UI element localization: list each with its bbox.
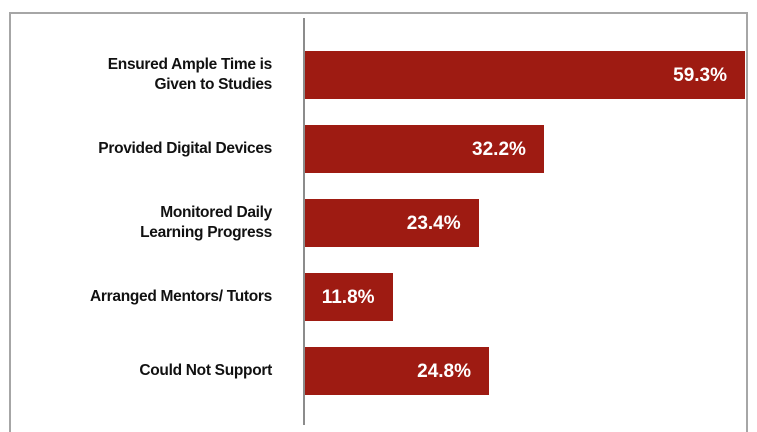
bar <box>305 51 745 99</box>
value-label: 23.4% <box>406 213 461 234</box>
category-label: Ensured Ample Time is Given to Studies <box>107 56 273 93</box>
category-label: Arranged Mentors/ Tutors <box>90 288 272 305</box>
axis-line <box>303 18 305 425</box>
category-label: Could Not Support <box>139 362 272 379</box>
bar <box>305 347 489 395</box>
value-label: 24.8% <box>417 361 471 382</box>
bar <box>305 125 544 173</box>
category-label: Provided Digital Devices <box>98 140 272 157</box>
value-label: 59.3% <box>673 65 727 86</box>
value-label: 11.8% <box>321 287 375 308</box>
frame <box>9 12 748 432</box>
bar <box>305 199 479 247</box>
category-label: Monitored Daily Learning Progress <box>140 204 272 241</box>
bar <box>305 273 393 321</box>
value-label: 32.2% <box>472 139 526 160</box>
